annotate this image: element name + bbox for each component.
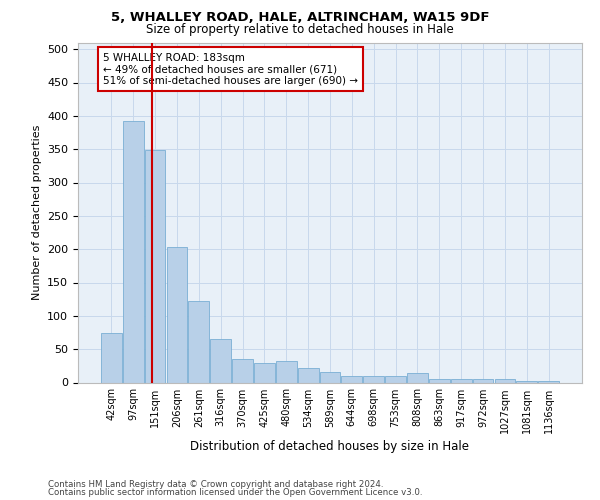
Bar [385,376,406,382]
Bar [517,380,537,382]
Bar [494,379,515,382]
Bar [341,376,362,382]
Bar [188,301,209,382]
Bar [167,246,187,382]
Bar [101,332,122,382]
Bar [145,150,166,382]
Text: Contains public sector information licensed under the Open Government Licence v3: Contains public sector information licen… [48,488,422,497]
Text: 5, WHALLEY ROAD, HALE, ALTRINCHAM, WA15 9DF: 5, WHALLEY ROAD, HALE, ALTRINCHAM, WA15 … [111,11,489,24]
Bar [254,362,275,382]
Text: Size of property relative to detached houses in Hale: Size of property relative to detached ho… [146,22,454,36]
Bar [298,368,319,382]
X-axis label: Distribution of detached houses by size in Hale: Distribution of detached houses by size … [191,440,470,453]
Bar [538,380,559,382]
Bar [429,379,450,382]
Text: 5 WHALLEY ROAD: 183sqm
← 49% of detached houses are smaller (671)
51% of semi-de: 5 WHALLEY ROAD: 183sqm ← 49% of detached… [103,52,358,86]
Bar [123,120,143,382]
Bar [276,361,296,382]
Text: Contains HM Land Registry data © Crown copyright and database right 2024.: Contains HM Land Registry data © Crown c… [48,480,383,489]
Y-axis label: Number of detached properties: Number of detached properties [32,125,41,300]
Bar [210,339,231,382]
Bar [407,372,428,382]
Bar [473,379,493,382]
Bar [364,376,384,382]
Bar [451,379,472,382]
Bar [232,359,253,382]
Bar [320,372,340,382]
